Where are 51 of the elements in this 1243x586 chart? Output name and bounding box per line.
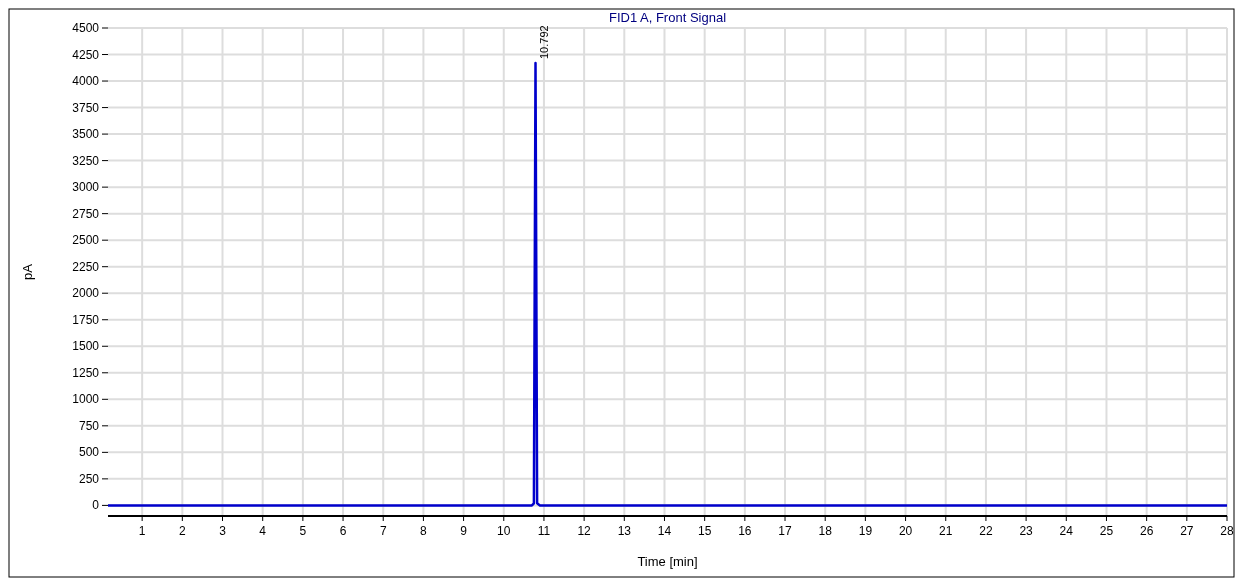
- x-tick-label: 17: [778, 524, 793, 538]
- x-tick-label: 23: [1019, 524, 1034, 538]
- x-tick-label: 15: [697, 524, 712, 538]
- y-tick-label: 4250: [72, 47, 100, 62]
- chart-title: FID1 A, Front Signal: [608, 10, 727, 25]
- y-tick-label: 4000: [72, 74, 100, 89]
- y-tick-label: 0: [92, 498, 100, 513]
- x-tick-label: 20: [898, 524, 913, 538]
- y-tick-label: 4500: [72, 21, 100, 35]
- x-tick-label: 28: [1220, 524, 1234, 538]
- y-tick-label: 2250: [72, 259, 100, 274]
- x-tick-label: 4: [259, 524, 267, 538]
- x-tick-label: 10: [497, 524, 511, 538]
- y-axis-title: pA: [20, 263, 35, 280]
- x-tick-label: 1: [138, 524, 146, 538]
- y-tick-label: 1250: [72, 365, 100, 380]
- x-tick-label: 22: [979, 524, 993, 538]
- x-tick-label: 16: [738, 524, 752, 538]
- y-tick-label: 750: [78, 418, 100, 433]
- y-tick-label: 1500: [72, 339, 100, 354]
- y-tick-label: 250: [78, 471, 100, 486]
- x-tick-label: 27: [1180, 524, 1194, 538]
- x-tick-label: 5: [299, 524, 307, 538]
- x-tick-label: 7: [379, 524, 387, 538]
- x-tick-label: 24: [1059, 524, 1074, 538]
- annotation: 10.792: [537, 25, 550, 60]
- y-tick-label: 1000: [72, 392, 100, 407]
- x-tick-label: 6: [339, 524, 347, 538]
- x-tick-label: 14: [657, 524, 672, 538]
- y-tick-label: 3750: [72, 100, 100, 115]
- x-tick-label: 21: [939, 524, 953, 538]
- x-tick-label: 9: [460, 524, 468, 538]
- y-tick-label: 2000: [72, 286, 100, 301]
- x-tick-label: 25: [1099, 524, 1114, 538]
- x-tick-label: 3: [219, 524, 227, 538]
- x-tick-label: 13: [617, 524, 632, 538]
- y-tick-label: 3250: [72, 153, 100, 168]
- x-tick-label: 2: [178, 524, 186, 538]
- y-tick-label: 2500: [72, 233, 100, 248]
- x-tick-label: 18: [818, 524, 833, 538]
- y-tick-label: 3500: [72, 127, 100, 142]
- x-tick-label: 26: [1139, 524, 1154, 538]
- x-axis-title: Time [min]: [637, 554, 698, 569]
- x-tick-label: 12: [577, 524, 592, 538]
- x-tick-label: 11: [537, 524, 551, 538]
- y-tick-label: 2750: [72, 206, 100, 221]
- y-tick-label: 500: [78, 445, 100, 460]
- x-tick-label: 8: [420, 524, 428, 538]
- x-tick-label: 19: [858, 524, 873, 538]
- y-tick-label: 1750: [72, 312, 100, 327]
- y-tick-label: 3000: [72, 180, 100, 195]
